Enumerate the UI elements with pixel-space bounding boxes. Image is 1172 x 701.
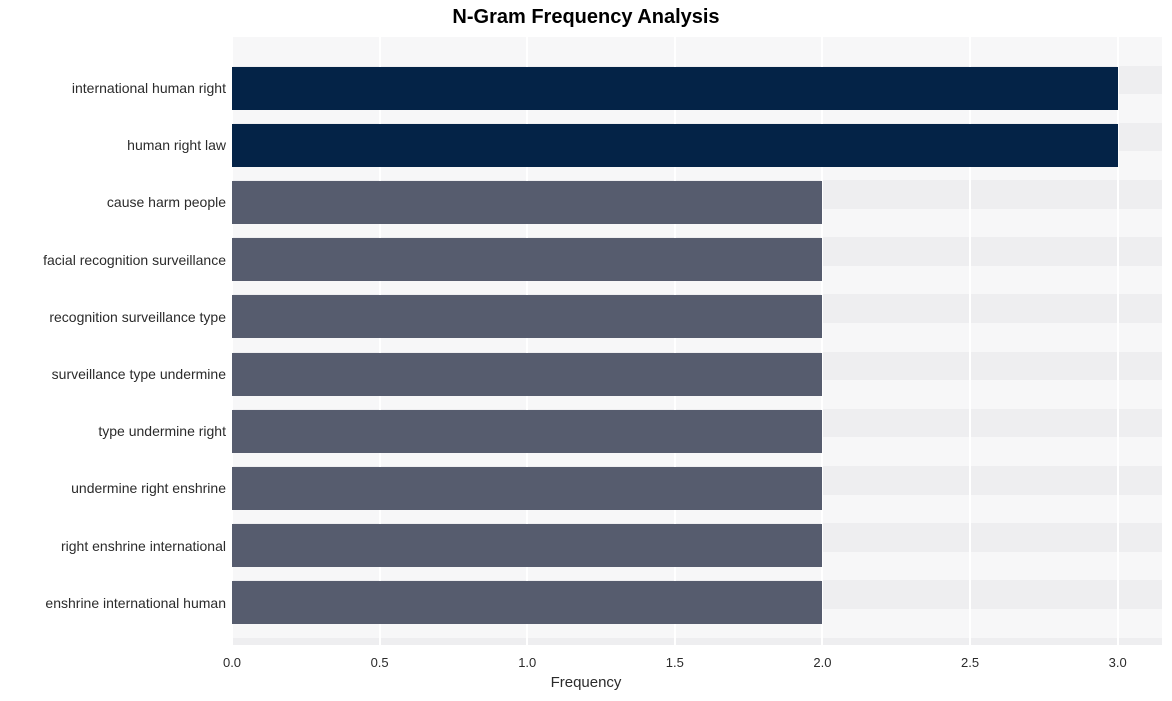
bar [232, 467, 822, 510]
bar [232, 524, 822, 567]
bar [232, 124, 1118, 167]
y-tick-label: human right law [127, 137, 226, 153]
bar [232, 295, 822, 338]
y-tick-label: cause harm people [107, 194, 226, 210]
x-axis-label: Frequency [0, 674, 1172, 691]
chart-title: N-Gram Frequency Analysis [0, 6, 1172, 29]
ngram-frequency-chart: N-Gram Frequency Analysis Frequency inte… [0, 0, 1172, 701]
bar [232, 67, 1118, 110]
plot-stripe [232, 638, 1162, 645]
y-tick-label: right enshrine international [61, 538, 226, 554]
y-tick-label: facial recognition surveillance [43, 252, 226, 268]
y-tick-label: international human right [72, 80, 226, 96]
bar [232, 181, 822, 224]
x-tick-label: 2.5 [961, 655, 979, 670]
y-tick-label: surveillance type undermine [52, 366, 226, 382]
plot-stripe [232, 37, 1162, 66]
x-tick-label: 3.0 [1109, 655, 1127, 670]
x-tick-label: 0.5 [371, 655, 389, 670]
y-tick-label: enshrine international human [45, 595, 226, 611]
plot-area [232, 37, 1162, 645]
x-tick-label: 1.0 [518, 655, 536, 670]
x-tick-label: 1.5 [666, 655, 684, 670]
x-tick-label: 0.0 [223, 655, 241, 670]
y-tick-label: recognition surveillance type [49, 309, 226, 325]
bar [232, 581, 822, 624]
bar [232, 238, 822, 281]
x-tick-label: 2.0 [813, 655, 831, 670]
y-tick-label: type undermine right [98, 423, 226, 439]
y-tick-label: undermine right enshrine [71, 480, 226, 496]
bar [232, 353, 822, 396]
bar [232, 410, 822, 453]
